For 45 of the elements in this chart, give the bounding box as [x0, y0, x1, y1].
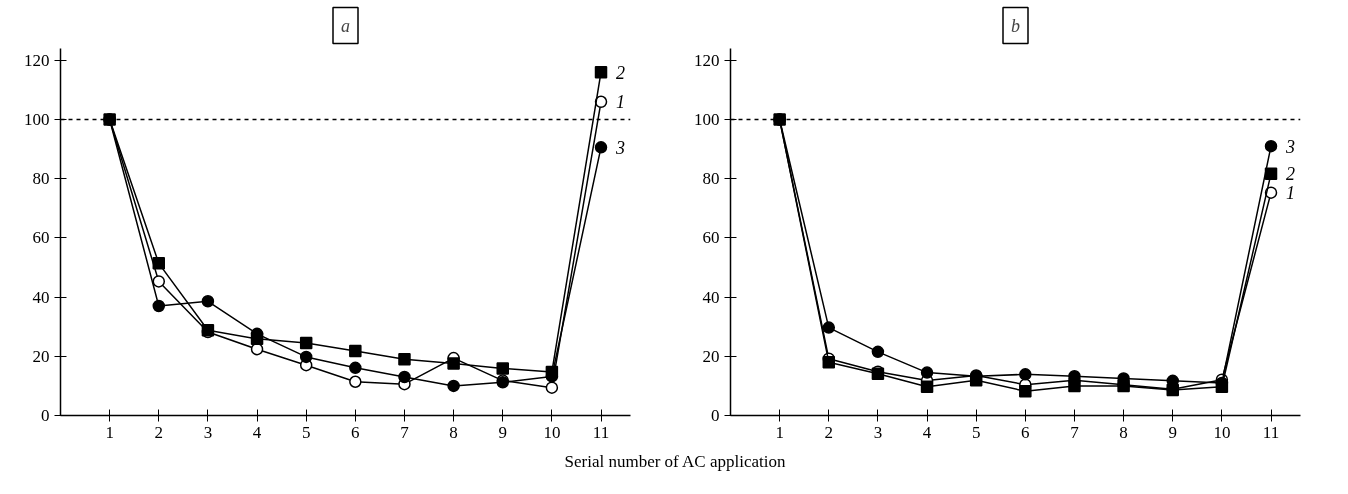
x-tick-label: 3: [873, 422, 883, 442]
x-tick-label: 3: [203, 422, 213, 442]
y-tick-label: 120: [694, 50, 720, 70]
x-tick-label: 7: [400, 422, 410, 442]
x-tick-label: 6: [1021, 422, 1030, 442]
x-tick-label: 2: [824, 422, 834, 442]
x-tick-label: 11: [592, 422, 610, 442]
x-tick-label: 10: [543, 422, 561, 442]
x-tick-label: 9: [498, 422, 507, 442]
x-tick-label: 5: [971, 422, 981, 442]
y-tick-label: 100: [24, 110, 50, 130]
y-tick-label: 100: [694, 110, 720, 130]
x-tick-label: 11: [1262, 422, 1280, 442]
y-tick-label: 0: [711, 406, 720, 425]
series-label: 2: [616, 62, 626, 83]
chart-title: b: [1011, 15, 1020, 36]
x-tick-label: 4: [922, 422, 932, 442]
x-tick-label: 8: [449, 422, 458, 442]
series-label: 2: [1286, 164, 1296, 185]
series-label: 1: [616, 92, 626, 113]
y-tick-label: 80: [702, 169, 720, 189]
y-tick-label: 80: [32, 169, 50, 189]
y-tick-label: 40: [32, 287, 50, 307]
x-tick-label: 8: [1119, 422, 1128, 442]
x-tick-label: 5: [301, 422, 311, 442]
x-tick-label: 9: [1168, 422, 1177, 442]
x-tick-label: 2: [154, 422, 164, 442]
x-tick-label: 4: [252, 422, 262, 442]
x-axis-title: Serial number of AC application: [564, 451, 786, 473]
chart-title: a: [341, 15, 350, 36]
series-label: 3: [1285, 136, 1296, 157]
y-tick-label: 60: [32, 228, 50, 248]
x-tick-label: 1: [775, 422, 784, 442]
x-tick-label: 10: [1213, 422, 1231, 442]
series-label: 3: [615, 137, 626, 158]
y-tick-label: 120: [24, 50, 50, 70]
y-tick-label: 40: [702, 287, 720, 307]
series-label: 1: [1286, 183, 1296, 204]
x-tick-label: 6: [351, 422, 360, 442]
x-tick-label: 7: [1070, 422, 1080, 442]
y-tick-label: 20: [702, 346, 720, 366]
x-tick-label: 1: [105, 422, 114, 442]
y-tick-label: 60: [702, 228, 720, 248]
y-tick-label: 20: [32, 346, 50, 366]
y-tick-label: 0: [41, 406, 50, 425]
